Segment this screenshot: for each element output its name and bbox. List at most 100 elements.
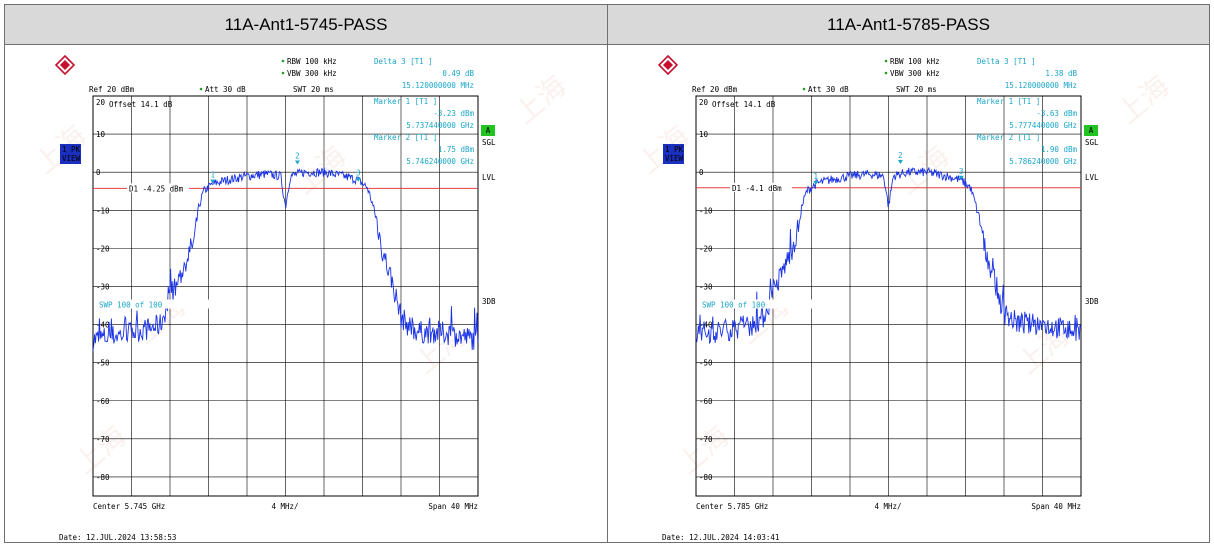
display-line-label: D1 -4.1 dBm bbox=[732, 184, 782, 193]
y-tick-label: 10 bbox=[699, 130, 709, 139]
marker-1-frequency: 5.737440000 GHz bbox=[406, 121, 474, 130]
watermark-glyph: 上海 bbox=[69, 420, 132, 480]
level-indicator: LVL bbox=[1085, 173, 1099, 182]
sweep-count-label: SWP 100 of 100 bbox=[702, 301, 766, 310]
trace-view-text: VIEW bbox=[665, 154, 684, 163]
delta-marker-value: 1.38 dB bbox=[1045, 69, 1077, 78]
display-line-label-bg bbox=[730, 182, 792, 192]
frequency-per-division: 4 MHz/ bbox=[271, 502, 298, 511]
marker-1-value: -3.23 dBm bbox=[433, 109, 474, 118]
marker-2-title: Marker 2 [T1 ] bbox=[374, 133, 437, 142]
vbw-readout: VBW 300 kHz bbox=[287, 69, 337, 78]
y-tick-label: -80 bbox=[96, 473, 110, 482]
logo-diamond-inner bbox=[663, 60, 673, 70]
marker-1-icon bbox=[210, 179, 216, 184]
span-readout: Span 40 MHz bbox=[428, 502, 478, 511]
delta-marker-frequency: 15.120000000 MHz bbox=[402, 81, 474, 90]
trace-mode-text: 1 PK bbox=[665, 145, 684, 154]
y-tick-label: -40 bbox=[96, 321, 110, 330]
y-tick-label: 20 bbox=[96, 98, 106, 107]
star-indicator-icon bbox=[884, 71, 888, 75]
trace-a-badge bbox=[1084, 125, 1098, 136]
watermark-glyph: 上海 bbox=[1112, 70, 1175, 130]
sweep-count-label: SWP 100 of 100 bbox=[99, 301, 163, 310]
marker-2-value: 1.75 dBm bbox=[438, 145, 475, 154]
display-line-label: D1 -4.25 dBm bbox=[129, 184, 184, 193]
attenuation-readout: Att 30 dB bbox=[808, 85, 849, 94]
plot-area: 20 10 0 -10 -20 -30 -40 -50 -60 -70 -80 D1 -4.1 dBm… bbox=[695, 95, 1082, 497]
panel-header-left: 11A-Ant1-5745-PASS bbox=[5, 5, 607, 45]
rbw-readout: RBW 100 kHz bbox=[890, 57, 940, 66]
y-tick-label: 20 bbox=[699, 98, 709, 107]
marker-3-label: 3 bbox=[959, 167, 964, 176]
y-tick-label: -50 bbox=[699, 359, 713, 368]
marker-2-label: 2 bbox=[295, 152, 300, 161]
y-tick-label: 0 bbox=[699, 168, 704, 177]
trace-a-badge bbox=[481, 125, 495, 136]
comparison-table: 11A-Ant1-5745-PASS 11A-Ant1-5785-PASS 上海… bbox=[4, 4, 1210, 543]
y-tick-label: 0 bbox=[96, 168, 101, 177]
center-frequency: Center 5.785 GHz bbox=[696, 502, 768, 511]
capture-date: Date: 12.JUL.2024 13:58:53 bbox=[59, 533, 176, 542]
y-tick-label: -60 bbox=[699, 397, 713, 406]
rohde-schwarz-logo bbox=[657, 54, 679, 76]
marker-1-frequency: 5.777440000 GHz bbox=[1009, 121, 1077, 130]
marker-1-title: Marker 1 [T1 ] bbox=[374, 97, 437, 106]
y-tick-label: -30 bbox=[699, 282, 713, 291]
trace-view-text: VIEW bbox=[62, 154, 81, 163]
star-indicator-icon bbox=[199, 87, 203, 91]
marker-2-frequency: 5.746240000 GHz bbox=[406, 157, 474, 166]
y-tick-label: -10 bbox=[96, 206, 110, 215]
sweep-label-bg bbox=[97, 299, 213, 309]
y-tick-label: -60 bbox=[96, 397, 110, 406]
offset-readout: Offset 14.1 dB bbox=[712, 100, 776, 109]
watermark-glyph: 上海 bbox=[509, 70, 572, 130]
capture-date: Date: 12.JUL.2024 14:03:41 bbox=[662, 533, 779, 542]
star-indicator-icon bbox=[281, 71, 285, 75]
delta-marker-title: Delta 3 [T1 ] bbox=[374, 57, 433, 66]
sweep-time-readout: SWT 20 ms bbox=[293, 85, 334, 94]
center-frequency: Center 5.745 GHz bbox=[93, 502, 165, 511]
marker-2-title: Marker 2 [T1 ] bbox=[977, 133, 1040, 142]
reference-level: Ref 20 dBm bbox=[89, 85, 135, 94]
frequency-per-division: 4 MHz/ bbox=[874, 502, 901, 511]
trace-a-label: A bbox=[1089, 126, 1094, 135]
y-tick-label: -10 bbox=[699, 206, 713, 215]
delta-marker-value: 0.49 dB bbox=[442, 69, 474, 78]
plot-area: 20 10 0 -10 -20 -30 -40 -50 -60 -70 -80 D1 -4.25 dB… bbox=[92, 95, 479, 497]
y-tick-label: -80 bbox=[699, 473, 713, 482]
marker-3-label: 3 bbox=[356, 169, 361, 178]
y-tick-label: -30 bbox=[96, 282, 110, 291]
y-tick-label: -50 bbox=[96, 359, 110, 368]
y-tick-label: 10 bbox=[96, 130, 106, 139]
trace-mode-text: 1 PK bbox=[62, 145, 81, 154]
marker-1-value: -3.63 dBm bbox=[1036, 109, 1077, 118]
delta-marker-title: Delta 3 [T1 ] bbox=[977, 57, 1036, 66]
trace-a-label: A bbox=[486, 126, 491, 135]
single-sweep-indicator: SGL bbox=[1085, 138, 1099, 147]
attenuation-readout: Att 30 dB bbox=[205, 85, 246, 94]
y-tick-label: -70 bbox=[699, 435, 713, 444]
reference-level: Ref 20 dBm bbox=[692, 85, 738, 94]
marker-2-value: 1.90 dBm bbox=[1041, 145, 1078, 154]
offset-readout: Offset 14.1 dB bbox=[109, 100, 173, 109]
sweep-time-readout: SWT 20 ms bbox=[896, 85, 937, 94]
vbw-readout: VBW 300 kHz bbox=[890, 69, 940, 78]
marker-2-icon bbox=[897, 159, 903, 164]
marker-1-label: 1 bbox=[813, 172, 818, 181]
marker-1-label: 1 bbox=[210, 170, 215, 179]
delta-marker-frequency: 15.120000000 MHz bbox=[1005, 81, 1077, 90]
panel-header-right: 11A-Ant1-5785-PASS bbox=[608, 5, 1209, 45]
display-line-label-bg bbox=[127, 183, 189, 193]
rbw-readout: RBW 100 kHz bbox=[287, 57, 337, 66]
y-tick-label: -70 bbox=[96, 435, 110, 444]
spectrum-trace bbox=[92, 167, 479, 352]
watermark-glyph: 上海 bbox=[672, 420, 735, 480]
y-tick-label: -20 bbox=[96, 244, 110, 253]
marker-2-label: 2 bbox=[898, 151, 903, 160]
marker-2-icon bbox=[294, 160, 300, 165]
